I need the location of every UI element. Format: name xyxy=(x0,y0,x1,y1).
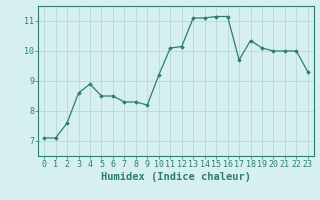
X-axis label: Humidex (Indice chaleur): Humidex (Indice chaleur) xyxy=(101,172,251,182)
